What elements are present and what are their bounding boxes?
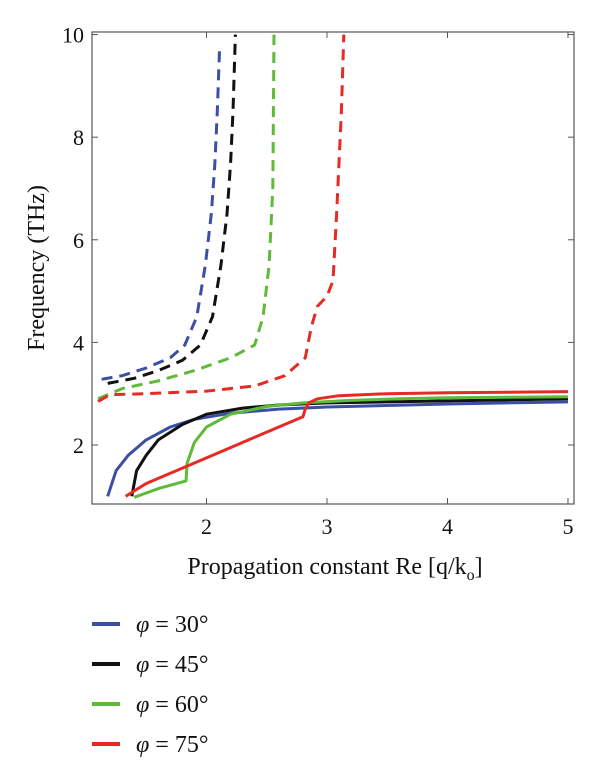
ticks-layer: 2 3 4 5 2 4 6 8 10	[62, 23, 574, 539]
x-axis-label-end: ]	[475, 554, 483, 580]
series-line-3-dashed	[97, 34, 276, 401]
y-tick-label: 4	[73, 330, 84, 355]
x-axis-label-main: Propagation constant Re [q/k	[187, 554, 466, 580]
legend-entry-3: φ = 60°	[92, 692, 208, 718]
series-line-2-dashed	[107, 34, 237, 385]
x-tick-label: 5	[562, 514, 573, 539]
x-axis-label: Propagation constant Re [q/ko]	[187, 554, 482, 584]
legend-symbol: φ	[136, 692, 149, 718]
legend-entry-4: φ = 75°	[92, 732, 208, 758]
series-line-3-solid	[133, 395, 569, 499]
y-tick-label: 10	[62, 23, 84, 48]
x-tick-label: 3	[321, 514, 332, 539]
legend-label: φ = 30°	[136, 612, 208, 638]
x-tick-label: 4	[442, 514, 453, 539]
series-line-2-solid	[130, 397, 569, 497]
series-line-4-solid	[124, 390, 569, 498]
y-tick-label: 2	[73, 433, 84, 458]
y-tick-label: 8	[73, 125, 84, 150]
legend-entry-1: φ = 30°	[92, 612, 208, 638]
legend-symbol: φ	[136, 652, 149, 678]
series-line-4-dashed	[97, 34, 346, 403]
series-line-1-dashed	[101, 44, 222, 381]
legend-label: φ = 75°	[136, 732, 208, 758]
legend-label: φ = 45°	[136, 652, 208, 678]
legend-entry-2: φ = 45°	[92, 652, 208, 678]
x-tick-label: 2	[201, 514, 212, 539]
legend-text: = 30°	[149, 612, 208, 638]
plot-frame	[91, 31, 575, 505]
x-axis-label-subscript: o	[467, 567, 475, 584]
legend: φ = 30°φ = 45°φ = 60°φ = 75°	[92, 612, 208, 758]
y-axis-label: Frequency (THz)	[24, 185, 50, 351]
legend-symbol: φ	[136, 732, 149, 758]
legend-text: = 75°	[149, 732, 208, 758]
legend-symbol: φ	[136, 612, 149, 638]
legend-text: = 60°	[149, 692, 208, 718]
y-tick-label: 6	[73, 228, 84, 253]
legend-label: φ = 60°	[136, 692, 208, 718]
legend-text: = 45°	[149, 652, 208, 678]
series-layer	[97, 34, 569, 499]
